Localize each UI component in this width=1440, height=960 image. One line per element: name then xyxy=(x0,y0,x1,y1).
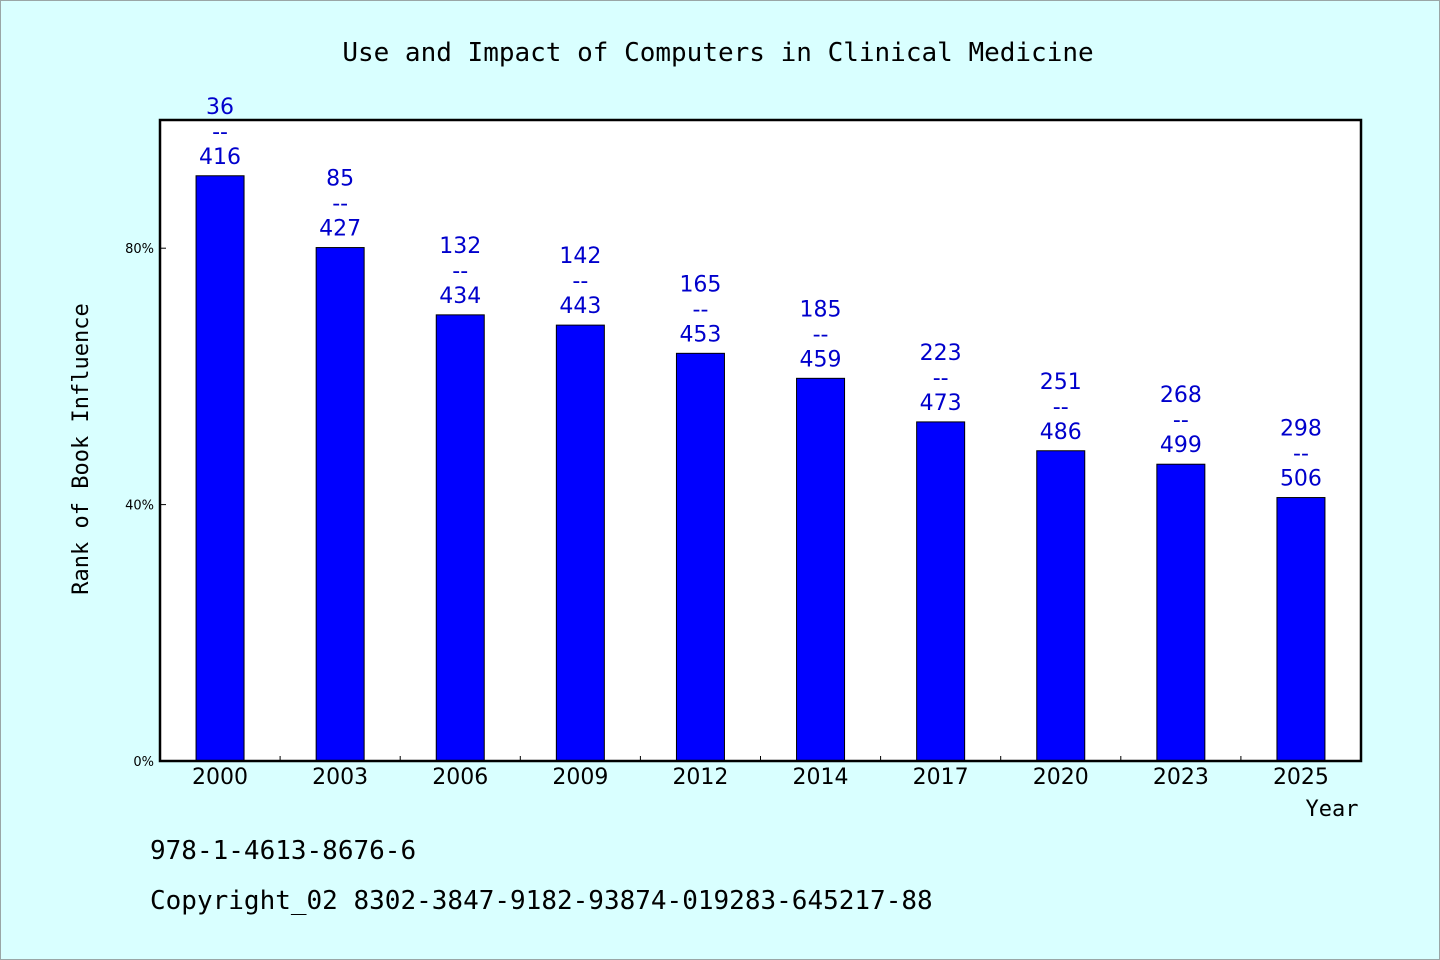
bar-2003 xyxy=(315,247,365,762)
bar-2025 xyxy=(1276,497,1326,762)
bar-2017 xyxy=(916,421,966,762)
x-tick-label-2003: 2003 xyxy=(312,765,368,790)
x-axis: 2000 2003 2006 2009 2012 2014 2017 2020 2023 2025 xyxy=(192,756,1329,790)
data-label-2000-bottom: 416 xyxy=(199,145,241,170)
x-tick-label-2012: 2012 xyxy=(672,765,728,790)
x-tick-label-2025: 2025 xyxy=(1273,765,1329,790)
y-axis: 0% 40% 80% xyxy=(125,242,166,770)
y-tick-label-80%: 80% xyxy=(125,242,154,257)
x-tick-label-2017: 2017 xyxy=(913,765,969,790)
x-tick-label-2014: 2014 xyxy=(793,765,849,790)
data-label-2023-bottom: 499 xyxy=(1160,433,1202,458)
data-label-2017-bottom: 473 xyxy=(920,391,962,416)
data-label-2000-sep: -- xyxy=(212,120,228,145)
data-label-2025-bottom: 506 xyxy=(1280,467,1322,492)
data-label-2023-top: 268 xyxy=(1160,383,1202,408)
bar-2023 xyxy=(1156,463,1206,762)
data-label-2017-sep: -- xyxy=(933,366,949,391)
data-label-2014-top: 185 xyxy=(800,297,842,322)
y-axis-label: Rank of Book Influence xyxy=(69,303,94,594)
x-tick-label-2020: 2020 xyxy=(1033,765,1089,790)
data-label-2009-bottom: 443 xyxy=(559,294,601,319)
bar-2006 xyxy=(435,314,485,762)
data-label-2020-top: 251 xyxy=(1040,370,1082,395)
data-label-2014-bottom: 459 xyxy=(800,347,842,372)
data-label-2025-sep: -- xyxy=(1293,442,1309,467)
x-tick-label-2023: 2023 xyxy=(1153,765,1209,790)
data-label-2023-sep: -- xyxy=(1173,408,1189,433)
bar-2012 xyxy=(675,352,725,762)
data-label-2020-sep: -- xyxy=(1053,395,1069,420)
data-label-2014-sep: -- xyxy=(813,322,829,347)
copyright-text: Copyright_02 8302-3847-9182-93874-019283… xyxy=(150,886,933,916)
data-label-2009-sep: -- xyxy=(572,269,588,294)
data-label-2009-top: 142 xyxy=(559,244,601,269)
data-label-2020-bottom: 486 xyxy=(1040,420,1082,445)
y-tick-label-40%: 40% xyxy=(125,499,154,514)
data-label-2006-sep: -- xyxy=(452,259,468,284)
data-label-2003-top: 85 xyxy=(326,167,354,192)
data-label-2003-sep: -- xyxy=(332,192,348,217)
bars-group xyxy=(195,175,1326,762)
data-label-2006-top: 132 xyxy=(439,234,481,259)
data-label-2025-top: 298 xyxy=(1280,417,1322,442)
isbn-text: 978-1-4613-8676-6 xyxy=(150,836,417,866)
data-label-2006-bottom: 434 xyxy=(439,284,481,309)
data-label-2003-bottom: 427 xyxy=(319,217,361,242)
bar-2020 xyxy=(1036,450,1086,762)
chart-title: Use and Impact of Computers in Clinical … xyxy=(342,38,1093,68)
data-label-2000-top: 36 xyxy=(206,95,234,120)
x-tick-label-2009: 2009 xyxy=(552,765,608,790)
bar-2014 xyxy=(796,377,846,762)
data-labels-group: 36--41685--427132--434142--443165--45318… xyxy=(199,95,1322,492)
bar-2009 xyxy=(555,324,605,762)
y-tick-label-0%: 0% xyxy=(133,755,154,770)
x-tick-label-2006: 2006 xyxy=(432,765,488,790)
bar-2000 xyxy=(195,175,245,762)
x-axis-label: Year xyxy=(1306,797,1359,822)
data-label-2017-top: 223 xyxy=(920,341,962,366)
data-label-2012-top: 165 xyxy=(679,272,721,297)
data-label-2012-sep: -- xyxy=(693,297,709,322)
x-tick-label-2000: 2000 xyxy=(192,765,248,790)
data-label-2012-bottom: 453 xyxy=(679,322,721,347)
